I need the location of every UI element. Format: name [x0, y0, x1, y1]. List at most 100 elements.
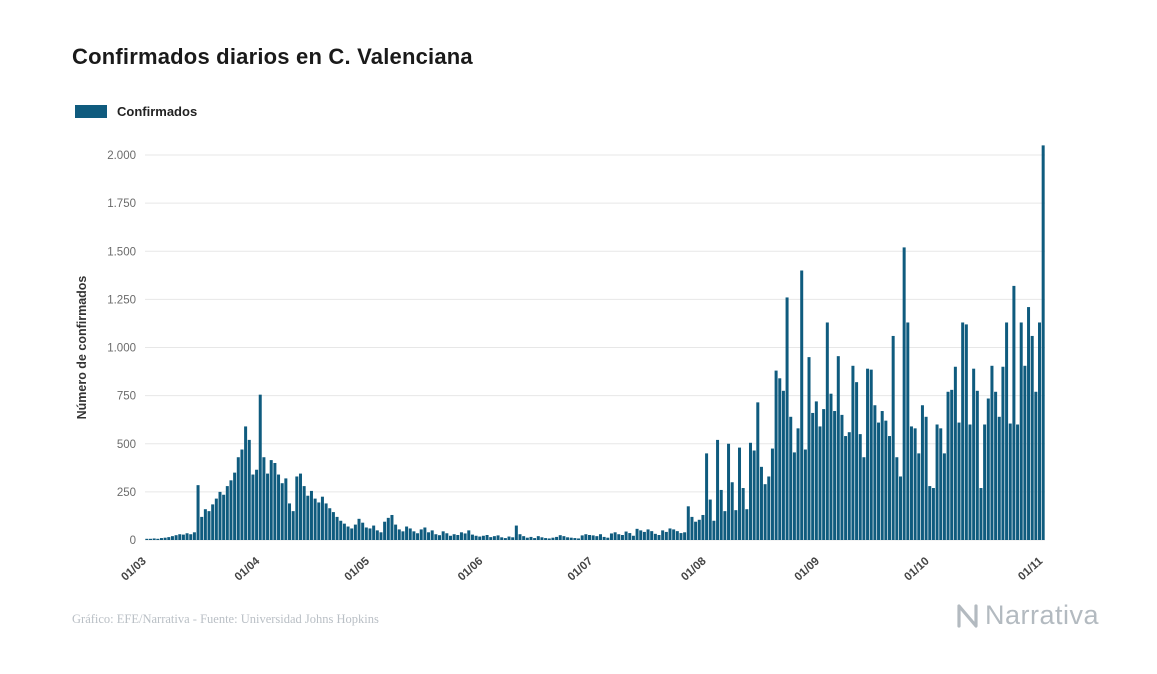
bar	[353, 524, 357, 540]
bar	[950, 389, 954, 540]
bar	[792, 452, 796, 540]
bar	[394, 524, 398, 540]
bar	[888, 436, 892, 540]
bar	[427, 532, 431, 540]
bar	[569, 537, 573, 540]
bar	[814, 401, 818, 540]
bar	[902, 247, 906, 540]
bar	[573, 538, 577, 540]
bar	[869, 369, 873, 540]
bar	[716, 439, 720, 540]
bar	[313, 498, 317, 540]
bar	[247, 439, 251, 540]
bar	[727, 443, 731, 540]
bar	[1019, 322, 1023, 540]
bar	[401, 531, 405, 540]
bar	[211, 504, 215, 540]
bar	[306, 495, 310, 540]
bar	[1034, 391, 1038, 540]
bar	[741, 488, 745, 540]
x-tick-label: 01/09	[793, 555, 822, 583]
bar	[928, 486, 932, 540]
bar	[862, 457, 866, 541]
bar	[972, 368, 976, 540]
bar	[924, 416, 928, 540]
bar	[920, 405, 924, 540]
bar	[503, 538, 507, 540]
bar	[840, 414, 844, 541]
bar	[229, 480, 233, 540]
bar	[577, 538, 581, 540]
bar	[1038, 322, 1042, 540]
bar	[796, 428, 800, 540]
bar	[159, 538, 163, 540]
bar	[441, 531, 445, 540]
bar	[961, 322, 965, 540]
bar	[481, 535, 485, 540]
bar	[661, 530, 665, 541]
bar	[975, 390, 979, 540]
bar-chart: 0 250 500 750 1.000 1.250 1.500 1.750 2.000 01/03…	[70, 138, 1060, 610]
bar	[694, 521, 698, 540]
bar	[584, 534, 588, 540]
bar	[192, 532, 196, 540]
bar	[931, 488, 935, 540]
bar	[562, 536, 566, 540]
bar	[957, 422, 961, 540]
bar	[778, 378, 782, 540]
bar	[145, 538, 149, 540]
bar	[474, 535, 478, 540]
legend: Confirmados	[75, 104, 197, 119]
y-axis-title: Número de confirmados	[75, 276, 89, 420]
bar	[855, 382, 859, 540]
bar	[214, 498, 218, 540]
bar	[489, 537, 493, 540]
bar	[288, 503, 292, 541]
bar	[983, 424, 987, 540]
bar	[459, 532, 463, 540]
bar	[639, 530, 643, 541]
y-tick-label: 1.500	[107, 246, 136, 258]
bar	[990, 365, 994, 540]
legend-swatch-confirmados	[75, 105, 107, 118]
bar	[470, 534, 474, 540]
bar	[617, 534, 621, 540]
x-tick-label: 01/11	[1016, 555, 1045, 583]
bar	[361, 522, 365, 540]
bar	[602, 536, 606, 540]
bar	[822, 409, 826, 540]
bar	[291, 511, 295, 541]
bar	[946, 391, 950, 540]
bar	[178, 534, 182, 540]
bar	[723, 511, 727, 541]
bar	[759, 466, 763, 540]
bar	[511, 537, 515, 540]
narrativa-logo-text: Narrativa	[984, 600, 1099, 630]
legend-label: Confirmados	[117, 104, 198, 119]
y-tick-label: 750	[117, 391, 136, 403]
bar	[668, 528, 672, 540]
bar	[880, 411, 884, 540]
bar	[364, 527, 368, 540]
bar	[1027, 307, 1031, 540]
bar	[844, 436, 848, 540]
bar	[847, 432, 851, 540]
bar	[233, 472, 237, 541]
x-tick-label: 01/03	[119, 555, 148, 583]
bar	[756, 402, 760, 540]
bar	[251, 474, 255, 540]
bar	[566, 537, 570, 540]
bar	[397, 529, 401, 540]
bar	[522, 536, 526, 540]
bar	[277, 474, 281, 540]
y-tick-label: 1.250	[107, 294, 136, 306]
bar	[807, 357, 811, 541]
bar	[785, 297, 789, 540]
bar	[533, 538, 537, 540]
bar	[207, 511, 211, 541]
bar	[1016, 424, 1020, 540]
bar	[258, 394, 262, 540]
bar	[236, 457, 240, 541]
bar	[218, 491, 222, 541]
bar	[877, 422, 881, 540]
